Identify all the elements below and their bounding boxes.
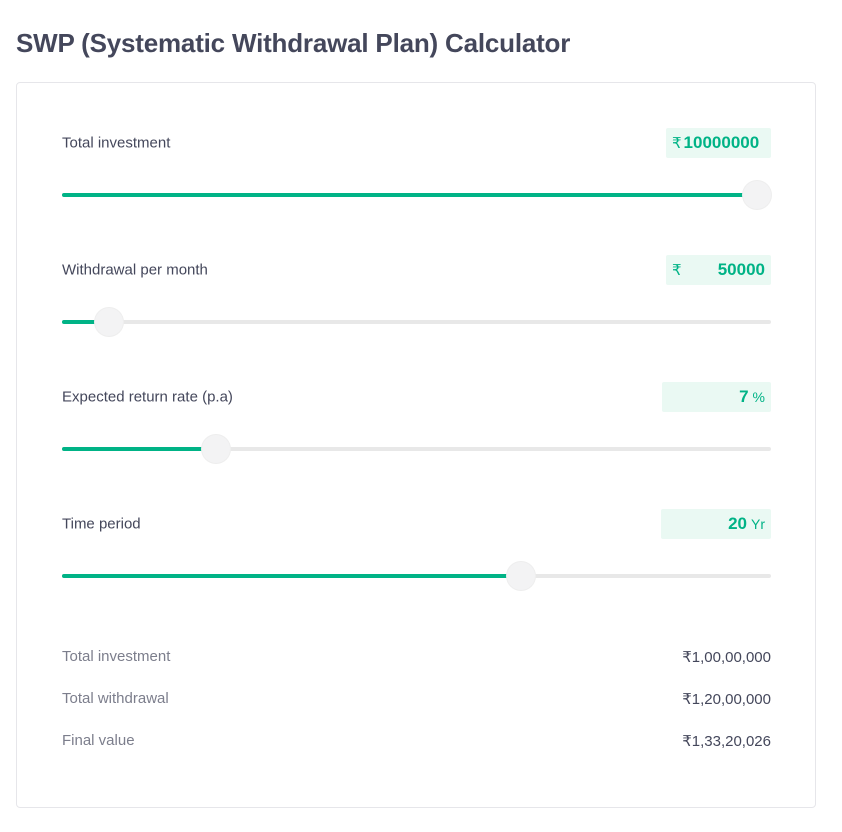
withdrawal-label: Withdrawal per month: [62, 261, 208, 279]
time-period-value: 20: [728, 514, 747, 533]
total-investment-value: 10000000: [683, 133, 760, 152]
slider-thumb[interactable]: [201, 435, 230, 463]
time-period-label: Time period: [62, 515, 141, 533]
calculator-card: Total investment ₹ 10000000 Withdrawal p…: [16, 82, 816, 808]
year-suffix: Yr: [751, 516, 765, 532]
slider-fill: [62, 574, 521, 578]
time-period-row: Time period 20 Yr: [62, 509, 771, 539]
result-label: Total investment: [62, 648, 171, 665]
result-value: ₹1,33,20,026: [682, 733, 771, 750]
return-rate-row: Expected return rate (p.a) 7 %: [62, 382, 771, 412]
slider-track: [62, 320, 771, 324]
return-rate-label: Expected return rate (p.a): [62, 388, 233, 406]
total-investment-input[interactable]: ₹ 10000000: [666, 128, 771, 158]
time-period-input[interactable]: 20 Yr: [661, 509, 771, 539]
slider-thumb[interactable]: [506, 562, 535, 590]
withdrawal-row: Withdrawal per month ₹ 50000: [62, 255, 771, 285]
slider-thumb[interactable]: [742, 181, 771, 209]
result-value: ₹1,20,00,000: [682, 691, 771, 708]
return-rate-value: 7: [739, 387, 749, 406]
return-rate-input[interactable]: 7 %: [662, 382, 771, 412]
withdrawal-value: 50000: [717, 260, 765, 279]
result-value: ₹1,00,00,000: [682, 649, 771, 666]
slider-track: [62, 447, 771, 451]
withdrawal-slider[interactable]: [62, 308, 771, 336]
percent-suffix: %: [752, 389, 765, 405]
return-rate-slider[interactable]: [62, 435, 771, 463]
slider-thumb[interactable]: [94, 308, 123, 336]
total-investment-label: Total investment: [62, 134, 171, 152]
rupee-prefix: ₹: [672, 135, 682, 152]
page-title: SWP (Systematic Withdrawal Plan) Calcula…: [16, 28, 571, 58]
slider-fill: [62, 193, 757, 197]
slider-fill: [62, 320, 109, 324]
result-total-investment: Total investment ₹1,00,00,000: [62, 648, 771, 668]
rupee-prefix: ₹: [672, 262, 682, 279]
slider-fill: [62, 447, 216, 451]
withdrawal-input[interactable]: ₹ 50000: [666, 255, 771, 285]
result-label: Final value: [62, 732, 135, 749]
total-investment-row: Total investment ₹ 10000000: [62, 128, 771, 158]
time-period-slider[interactable]: [62, 562, 771, 590]
result-total-withdrawal: Total withdrawal ₹1,20,00,000: [62, 690, 771, 710]
result-final-value: Final value ₹1,33,20,026: [62, 732, 771, 752]
result-label: Total withdrawal: [62, 690, 169, 707]
total-investment-slider[interactable]: [62, 181, 771, 209]
